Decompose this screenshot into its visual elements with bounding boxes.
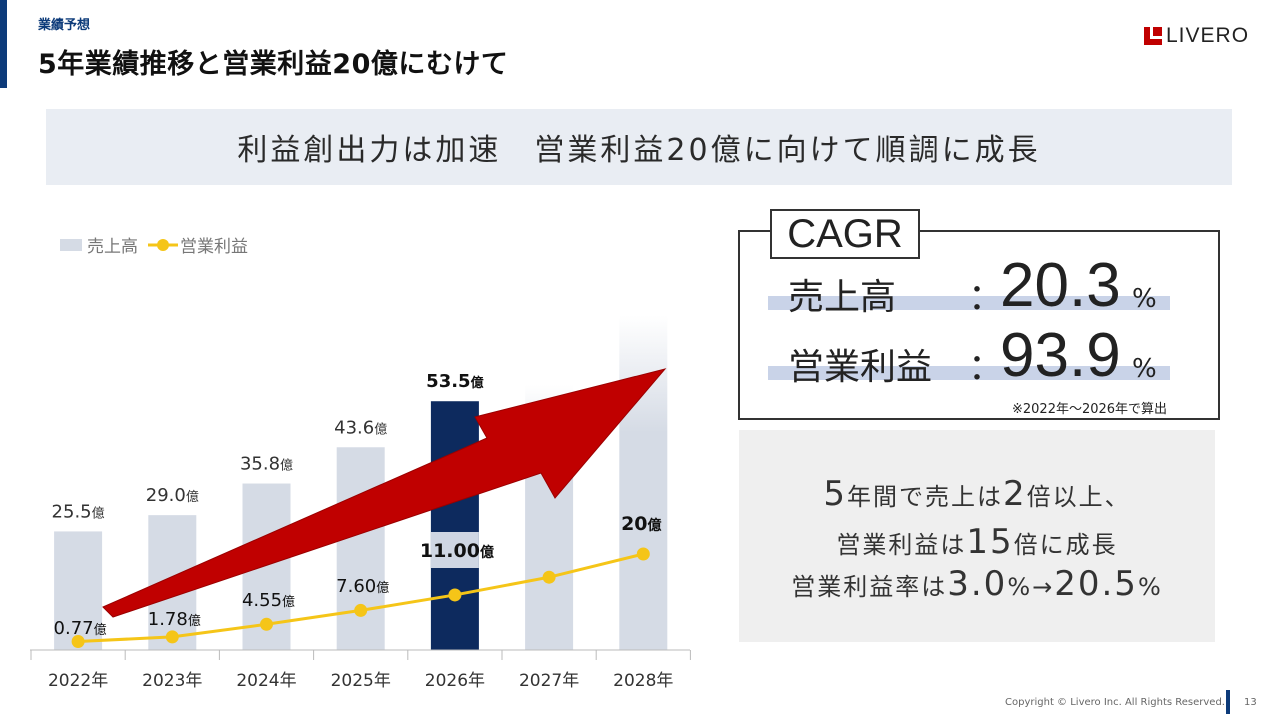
op-profit-data-label: 7.60億 [336, 576, 389, 597]
summary-text: 営業利益は [836, 531, 967, 559]
x-axis-tick-label: 2022年 [48, 671, 108, 691]
cagr-value: 20.3 [1000, 251, 1121, 320]
legend-op-profit-swatch [148, 238, 178, 251]
cagr-highlight [768, 366, 1170, 380]
summary-text: 倍に成長 [1013, 531, 1118, 559]
op-profit-point [542, 570, 556, 584]
legend-op-profit-label: 営業利益 [180, 237, 248, 257]
x-axis-tick-label: 2025年 [331, 671, 391, 691]
summary-line-2: 営業利益は15倍に成長 [739, 522, 1215, 562]
cagr-colon: ： [968, 277, 1005, 318]
x-axis-tick-label: 2026年 [425, 671, 485, 691]
summary-text: 倍以上、 [1026, 483, 1131, 511]
summary-number: 15 [966, 522, 1014, 562]
section-label: 業績予想 [38, 18, 91, 33]
footer-divider [1226, 690, 1230, 714]
chart-legend: 売上高 営業利益 [60, 232, 248, 257]
op-profit-point [260, 617, 273, 631]
cagr-unit: % [1132, 284, 1157, 314]
op-profit-point [71, 634, 85, 648]
page-number: 13 [1244, 697, 1257, 708]
summary-box: 5年間で売上は2倍以上、 営業利益は15倍に成長 営業利益率は3.0%→20.5… [739, 430, 1215, 642]
summary-number: 2 [1003, 474, 1027, 514]
sales-data-label: 29.0億 [146, 485, 199, 506]
logo-mark-icon [1144, 27, 1162, 45]
logo-text: LIVERO [1166, 24, 1250, 47]
summary-text: 年間で売上は [847, 483, 1003, 511]
x-axis-tick-label: 2028年 [613, 671, 673, 691]
cagr-row-op-profit: 営業利益 ： 93.9 % [768, 321, 1170, 392]
x-axis-tick-label: 2023年 [142, 671, 202, 691]
cagr-value: 93.9 [1000, 321, 1121, 390]
x-axis-tick-label: 2024年 [236, 671, 296, 691]
summary-text: %→ [1007, 573, 1055, 601]
cagr-name: 営業利益 [788, 347, 933, 388]
cagr-note: ※2022年〜2026年で算出 [1012, 402, 1168, 417]
sales-data-label: 35.8億 [240, 454, 293, 475]
op-profit-point [165, 630, 179, 644]
op-profit-point [354, 603, 368, 617]
summary-line-1: 5年間で売上は2倍以上、 [739, 474, 1215, 514]
summary-number: 5 [823, 474, 847, 514]
cagr-label: CAGR [770, 209, 920, 259]
op-profit-data-label: 1.78億 [148, 609, 201, 630]
cagr-row-sales: 売上高 ： 20.3 % [768, 251, 1170, 322]
summary-text: 営業利益率は [791, 573, 948, 601]
sales-data-label: 43.6億 [334, 417, 387, 438]
cagr-highlight [768, 296, 1170, 310]
op-profit-data-label: 0.77億 [54, 618, 107, 639]
summary-text: % [1137, 573, 1163, 601]
op-profit-data-label: 20億 [621, 513, 661, 535]
highlight-label-band [430, 532, 479, 568]
left-accent-bar [0, 0, 7, 88]
op-profit-data-label: 11.00億 [420, 540, 494, 562]
sales-data-label: 25.5億 [52, 501, 105, 522]
sales-bar [54, 531, 103, 650]
page-title: 5年業績推移と営業利益20億にむけて [38, 49, 509, 80]
cagr-unit: % [1132, 354, 1157, 384]
sales-bar [336, 447, 385, 650]
legend-sales-swatch [60, 238, 82, 251]
cagr-name: 売上高 [788, 277, 897, 318]
cagr-colon: ： [968, 347, 1005, 388]
x-axis-tick-label: 2027年 [519, 671, 579, 691]
copyright: Copyright © Livero Inc. All Rights Reser… [1005, 697, 1225, 708]
op-profit-point [448, 588, 462, 602]
summary-line-3: 営業利益率は3.0%→20.5% [739, 564, 1215, 604]
summary-number: 3.0 [947, 564, 1008, 604]
growth-arrow [102, 368, 667, 618]
headline-banner: 利益創出力は加速 営業利益20億に向けて順調に成長 [46, 109, 1232, 185]
legend-sales-label: 売上高 [87, 237, 138, 257]
cagr-box [738, 230, 1220, 420]
projected-sales-bar [619, 315, 668, 650]
sales-bar [430, 401, 479, 650]
headline-text: 利益創出力は加速 営業利益20億に向けて順調に成長 [237, 133, 1041, 168]
op-profit-data-label: 4.55億 [242, 590, 295, 611]
sales-data-label: 53.5億 [426, 371, 483, 392]
sales-profit-chart: 25.5億 29.0億 35.8億 43.6億 53.5億 0.77億 1.78億 4.55億… [30, 315, 691, 691]
op-profit-point [636, 547, 650, 561]
logo: LIVERO [1144, 24, 1249, 48]
summary-number: 20.5 [1054, 564, 1138, 604]
